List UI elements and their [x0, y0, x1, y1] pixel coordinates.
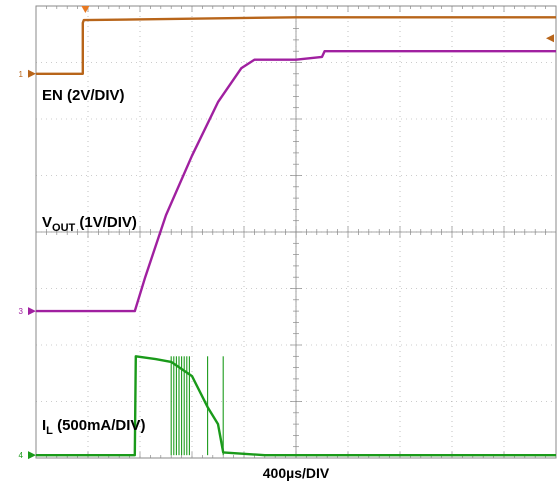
graticule-border [35, 5, 557, 459]
il-trace [36, 355, 556, 457]
vout-channel-number: 3 [19, 307, 24, 316]
en-trace [36, 16, 556, 76]
il-label-main: I [42, 417, 46, 434]
vout-trace-label: VOUT (1V/DIV) [42, 214, 137, 234]
trigger-position-marker [81, 6, 90, 13]
traces [36, 16, 556, 457]
graticule [35, 5, 557, 459]
en-trace-label: EN (2V/DIV) [42, 87, 125, 104]
il-label-scale: (500mA/DIV) [53, 417, 146, 434]
channel-markers: 1 3 4 [19, 6, 554, 460]
en-channel-number: 1 [19, 70, 24, 79]
vout-label-scale: (1V/DIV) [75, 214, 137, 231]
vout-label-subscript: OUT [52, 222, 76, 234]
il-ground-marker [28, 451, 36, 460]
il-trace-label: IL (500mA/DIV) [42, 417, 145, 437]
timebase-label: 400µs/DIV [263, 465, 330, 481]
il-label-subscript: L [46, 425, 53, 437]
il-channel-number: 4 [19, 451, 24, 460]
vout-trace [36, 50, 556, 313]
en-ground-marker [28, 69, 36, 78]
trigger-level-marker [546, 34, 554, 43]
vout-label-main: V [42, 214, 52, 231]
vout-ground-marker [28, 307, 36, 316]
